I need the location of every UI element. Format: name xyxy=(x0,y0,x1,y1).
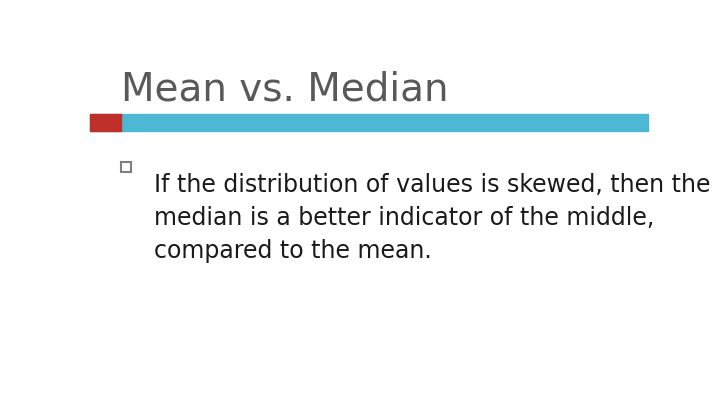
Text: Mean vs. Median: Mean vs. Median xyxy=(121,70,448,109)
Text: If the distribution of values is skewed, then the: If the distribution of values is skewed,… xyxy=(154,173,711,197)
Bar xyxy=(121,162,131,172)
Text: compared to the mean.: compared to the mean. xyxy=(154,239,432,263)
Text: median is a better indicator of the middle,: median is a better indicator of the midd… xyxy=(154,206,654,230)
Bar xyxy=(90,114,121,131)
Bar xyxy=(90,114,648,131)
